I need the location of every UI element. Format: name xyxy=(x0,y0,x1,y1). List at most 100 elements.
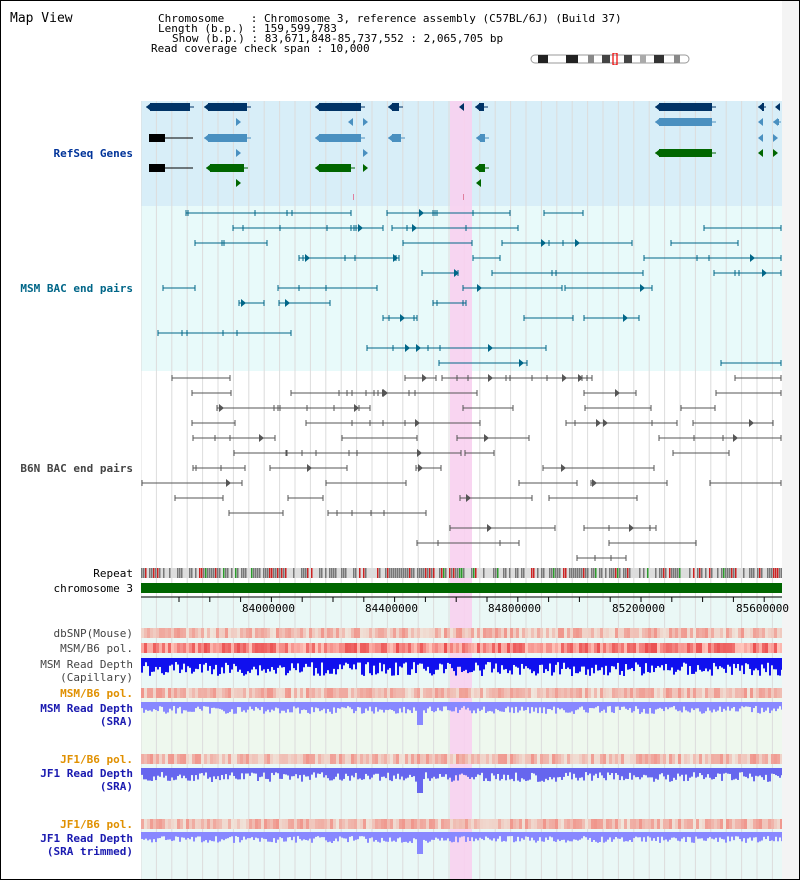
polymorphism-bin xyxy=(402,628,405,638)
msm-bac-label[interactable]: MSM BAC end pairs xyxy=(20,282,133,295)
depth-bin xyxy=(753,768,755,782)
polymorphism-bin xyxy=(219,643,222,653)
depth-bin xyxy=(489,658,491,663)
depth-bin xyxy=(615,768,617,774)
repeat-element xyxy=(673,568,675,578)
depth-bin xyxy=(457,658,459,667)
jf1-depth-label-1: JF1 Read Depth xyxy=(40,767,133,780)
depth-bin xyxy=(497,832,499,839)
polymorphism-bin xyxy=(687,819,690,829)
genome-tracks[interactable] xyxy=(141,1,782,879)
depth-bin xyxy=(361,832,363,837)
polymorphism-bin xyxy=(150,819,153,829)
depth-bin xyxy=(679,658,681,671)
refseq-genes-label[interactable]: RefSeq Genes xyxy=(53,147,133,160)
polymorphism-bin xyxy=(528,688,531,698)
polymorphism-bin xyxy=(699,754,702,764)
repeat-element xyxy=(393,568,395,578)
polymorphism-bin xyxy=(513,643,516,653)
repeat-element xyxy=(143,568,145,578)
depth-bin xyxy=(539,768,541,782)
depth-bin xyxy=(259,658,261,666)
depth-bin xyxy=(311,658,313,663)
depth-bin xyxy=(411,702,413,713)
polymorphism-bin xyxy=(447,688,450,698)
depth-bin xyxy=(237,832,239,837)
depth-bin xyxy=(671,768,673,782)
polymorphism-bin xyxy=(243,628,246,638)
polymorphism-bin xyxy=(438,688,441,698)
depth-bin xyxy=(349,832,351,837)
repeat-element xyxy=(639,568,641,578)
depth-bin xyxy=(685,702,687,711)
depth-bin xyxy=(159,832,161,839)
depth-bin xyxy=(721,658,723,668)
depth-bin xyxy=(677,658,679,670)
bac-end-arrow xyxy=(484,434,489,442)
depth-bin xyxy=(221,658,223,668)
repeat-element xyxy=(345,568,347,578)
polymorphism-bin xyxy=(690,628,693,638)
depth-bin xyxy=(439,702,441,711)
polymorphism-bin xyxy=(174,688,177,698)
depth-bin xyxy=(723,832,725,840)
polymorphism-bin xyxy=(768,643,771,653)
polymorphism-bin xyxy=(318,688,321,698)
polymorphism-bin xyxy=(633,754,636,764)
polymorphism-bin xyxy=(780,754,782,764)
depth-bin xyxy=(407,702,409,710)
depth-bin xyxy=(469,832,471,842)
repeat-element xyxy=(273,568,275,578)
polymorphism-bin xyxy=(603,628,606,638)
polymorphism-bin xyxy=(618,643,621,653)
polymorphism-bin xyxy=(162,819,165,829)
depth-bin xyxy=(481,658,483,676)
polymorphism-bin xyxy=(264,628,267,638)
polymorphism-bin xyxy=(345,819,348,829)
polymorphism-bin xyxy=(354,819,357,829)
depth-bin xyxy=(631,702,633,713)
depth-bin xyxy=(229,768,231,776)
polymorphism-bin xyxy=(192,643,195,653)
selected-region-highlight[interactable] xyxy=(450,101,472,879)
depth-bin xyxy=(693,832,695,843)
depth-bin xyxy=(425,832,427,841)
depth-bin xyxy=(165,658,167,673)
vertical-scrollbar[interactable] xyxy=(782,1,799,879)
depth-bin xyxy=(567,702,569,713)
depth-bin xyxy=(313,832,315,839)
polymorphism-bin xyxy=(648,688,651,698)
depth-bin xyxy=(509,702,511,713)
depth-bin xyxy=(767,832,769,837)
chromosome-ideogram[interactable] xyxy=(530,53,692,65)
polymorphism-bin xyxy=(711,628,714,638)
polymorphism-bin xyxy=(585,643,588,653)
depth-bin xyxy=(191,832,193,837)
polymorphism-bin xyxy=(720,628,723,638)
polymorphism-bin xyxy=(495,754,498,764)
depth-bin xyxy=(711,658,713,676)
repeat-element xyxy=(285,568,287,578)
depth-bin xyxy=(335,832,337,839)
repeat-element xyxy=(423,568,425,578)
depth-bin xyxy=(251,702,253,710)
depth-bin xyxy=(613,768,615,780)
gene-arrow xyxy=(204,103,209,111)
depth-bin xyxy=(171,702,173,711)
polymorphism-bin xyxy=(207,688,210,698)
depth-bin xyxy=(405,658,407,663)
b6n-bac-label[interactable]: B6N BAC end pairs xyxy=(20,462,133,475)
polymorphism-bin xyxy=(762,643,765,653)
depth-bin xyxy=(341,702,343,708)
polymorphism-bin xyxy=(720,643,723,653)
depth-bin xyxy=(307,702,309,713)
polymorphism-bin xyxy=(639,819,642,829)
depth-bin xyxy=(471,658,473,673)
polymorphism-bin xyxy=(144,628,147,638)
depth-bin xyxy=(335,658,337,675)
depth-bin xyxy=(639,658,641,667)
polymorphism-bin xyxy=(696,819,699,829)
polymorphism-bin xyxy=(690,819,693,829)
polymorphism-bin xyxy=(243,819,246,829)
axis-tick-label: 84000000 xyxy=(242,602,295,615)
